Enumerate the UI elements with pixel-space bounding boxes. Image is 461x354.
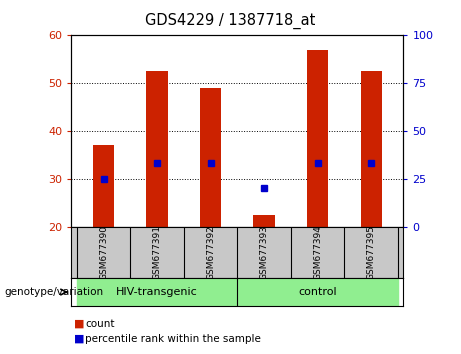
Text: GSM677392: GSM677392 <box>206 225 215 280</box>
Bar <box>307 50 328 227</box>
Text: GDS4229 / 1387718_at: GDS4229 / 1387718_at <box>145 12 316 29</box>
Text: genotype/variation: genotype/variation <box>5 287 104 297</box>
Text: GSM677395: GSM677395 <box>367 225 376 280</box>
Text: count: count <box>85 319 115 329</box>
Text: ■: ■ <box>74 319 84 329</box>
Text: GSM677391: GSM677391 <box>153 225 162 280</box>
Text: ■: ■ <box>74 334 84 344</box>
Text: GSM677393: GSM677393 <box>260 225 269 280</box>
Text: control: control <box>298 287 337 297</box>
Bar <box>361 71 382 227</box>
Text: HIV-transgenic: HIV-transgenic <box>116 287 198 297</box>
Text: percentile rank within the sample: percentile rank within the sample <box>85 334 261 344</box>
Text: GSM677390: GSM677390 <box>99 225 108 280</box>
Bar <box>200 88 221 227</box>
Bar <box>93 145 114 227</box>
Bar <box>147 71 168 227</box>
Text: GSM677394: GSM677394 <box>313 225 322 280</box>
Bar <box>254 215 275 227</box>
